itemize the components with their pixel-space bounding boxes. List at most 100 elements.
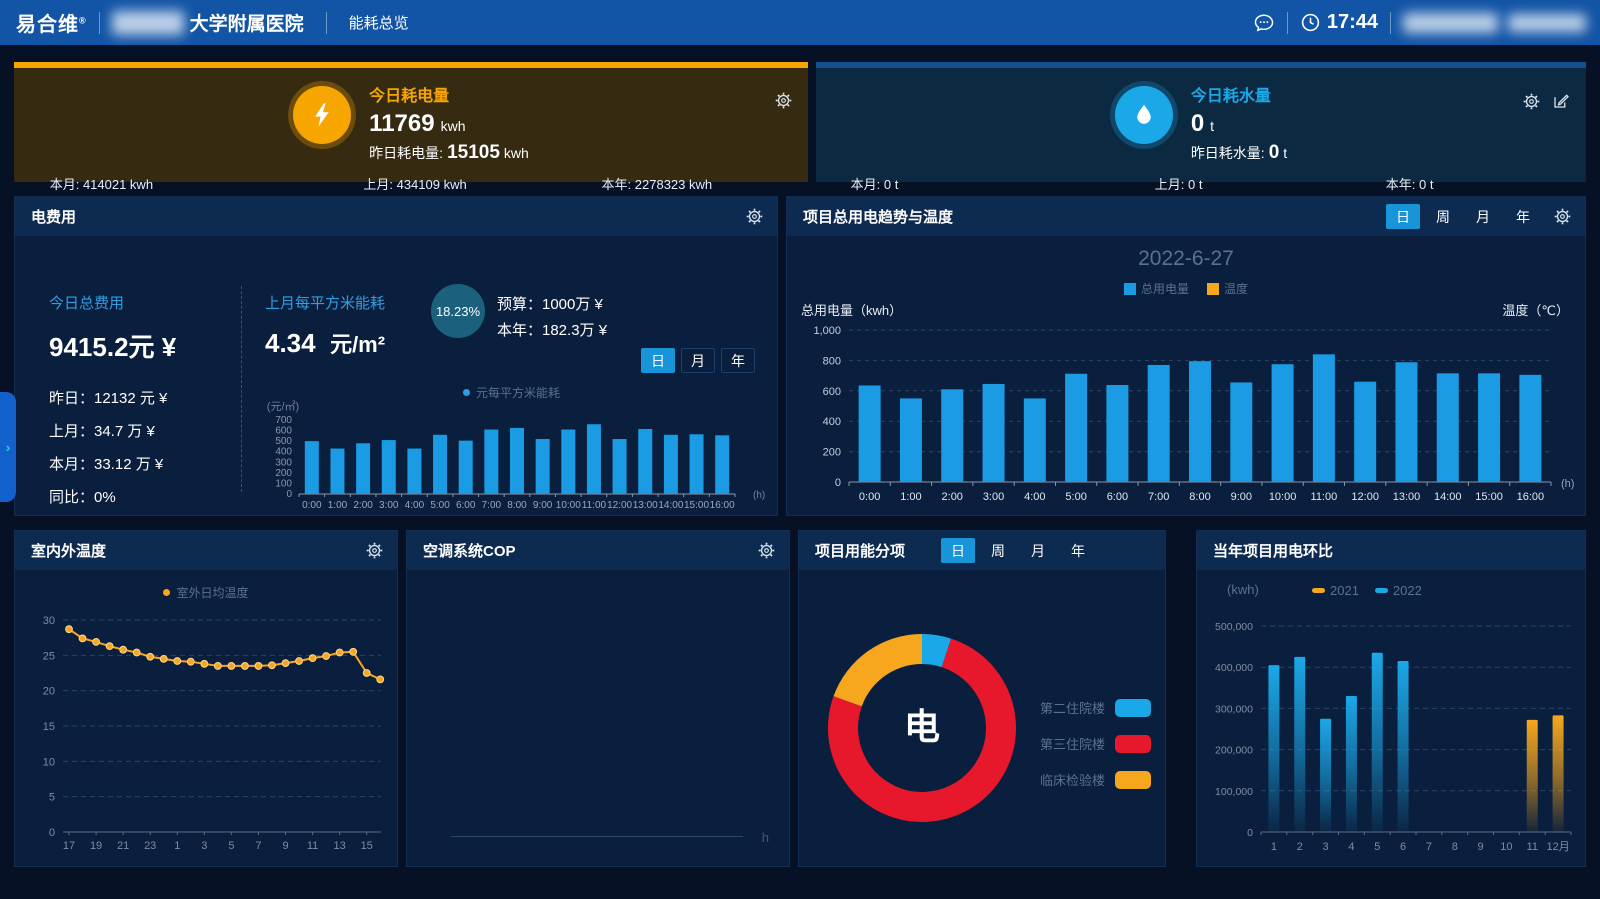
tab-日[interactable]: 日 [641,348,675,373]
svg-text:17: 17 [63,840,75,852]
svg-text:500: 500 [275,436,292,447]
legend-item[interactable]: 2022 [1375,583,1422,598]
svg-text:2:00: 2:00 [942,491,963,503]
panel-title: 当年项目用电环比 [1213,540,1333,561]
reg-mark: ® [79,15,87,25]
legend-dot [163,589,170,596]
svg-text:10:00: 10:00 [556,500,581,511]
tab-周[interactable]: 周 [981,538,1015,563]
legend-item[interactable]: 2021 [1312,583,1359,598]
panel-indoor-outdoor-temperature: 室内外温度 室外日均温度 051015202530171921231357911… [14,530,398,867]
period-stat: 本年: 0 t [1386,174,1434,193]
top-nav: 易合维® 大学附属医院 能耗总览 17:44 [0,0,1600,45]
svg-text:5: 5 [228,840,234,852]
nav-divider [1287,12,1288,34]
svg-text:8:00: 8:00 [1189,491,1210,503]
svg-text:19: 19 [90,840,102,852]
legend-item[interactable]: 温度 [1207,280,1248,297]
user-menu[interactable] [1403,13,1586,33]
cost-detail-row: 同比：0% [49,485,239,510]
svg-text:600: 600 [823,386,841,398]
tab-年[interactable]: 年 [1506,204,1540,229]
tab-周[interactable]: 周 [1426,204,1460,229]
today-cost-label: 今日总费用 [49,292,239,313]
legend-dot [463,389,470,396]
tab-月[interactable]: 月 [1466,204,1500,229]
svg-text:7:00: 7:00 [482,500,502,511]
chevron-right-icon: › [6,440,10,455]
svg-text:1,000: 1,000 [813,325,841,337]
svg-text:8:00: 8:00 [507,500,527,511]
tab-年[interactable]: 年 [1061,538,1095,563]
svg-text:0: 0 [286,489,292,500]
right-axis-caption: 温度（℃） [1502,300,1569,319]
tab-年[interactable]: 年 [721,348,755,373]
legend-item[interactable]: 临床检验楼 [1021,770,1151,789]
svg-text:10: 10 [1500,841,1512,853]
gear-icon[interactable] [366,542,383,559]
legend-item[interactable]: 总用电量 [1124,280,1189,297]
side-drawer-handle[interactable]: › [0,392,16,502]
svg-text:5:00: 5:00 [1065,491,1086,503]
breakdown-legend: 第二住院楼第三住院楼临床检验楼 [1021,698,1151,806]
cost-detail-row: 上月：34.7 万 ¥ [49,419,239,444]
legend-item[interactable]: 第二住院楼 [1021,698,1151,717]
card-title: 今日耗电量 [369,82,529,106]
year-cost-line: 本年：182.3万 ¥ [497,318,607,344]
gear-icon[interactable] [1523,92,1540,110]
svg-text:0:00: 0:00 [302,500,322,511]
svg-text:4:00: 4:00 [405,500,425,511]
svg-text:30: 30 [43,615,55,627]
gear-icon[interactable] [746,208,763,225]
svg-text:600: 600 [275,426,292,437]
svg-text:0: 0 [49,827,55,839]
temperature-legend: 室外日均温度 [15,584,397,601]
clock-icon [1300,12,1321,33]
svg-text:3: 3 [1323,841,1329,853]
nav-menu-energy-overview[interactable]: 能耗总览 [349,12,409,33]
sqm-unit: 元/m² [330,332,385,357]
svg-text:3:00: 3:00 [379,500,399,511]
svg-text:9: 9 [1478,841,1484,853]
gear-icon[interactable] [758,542,775,559]
svg-text:1: 1 [174,840,180,852]
nav-divider [1390,12,1391,34]
cost-detail-rows: 昨日：12132 元 ¥上月：34.7 万 ¥本月：33.12 万 ¥同比：0% [49,386,239,510]
panel-title: 项目用能分项 [815,540,905,561]
message-icon[interactable] [1253,12,1275,34]
svg-text:16:00: 16:00 [710,500,735,511]
brand-logo: 易合维® [16,8,87,37]
card-water-today: 今日耗水量 0t 昨日耗水量:0t 本月: 0 t上月: 0 t本年: 0 t [816,62,1586,182]
tab-月[interactable]: 月 [1021,538,1055,563]
svg-text:6: 6 [1400,841,1406,853]
tab-日[interactable]: 日 [941,538,975,563]
tab-日[interactable]: 日 [1386,204,1420,229]
panel-yoy-power: 当年项目用电环比 (kwh) 20212022 0100,000200,0003… [1196,530,1586,867]
panel-title: 电费用 [31,206,76,227]
budget-line: 预算：1000万 ¥ [497,292,607,318]
svg-text:(h): (h) [1561,478,1574,490]
sqm-value: 4.34 [265,328,316,358]
card-electricity-today: 今日耗电量 11769kwh 昨日耗电量:15105kwh 本月: 414021… [14,62,808,182]
svg-text:0: 0 [1247,827,1253,839]
lightning-icon [293,86,351,144]
tab-月[interactable]: 月 [681,348,715,373]
svg-text:13:00: 13:00 [633,500,658,511]
gear-icon[interactable] [1554,208,1571,225]
trend-tabs: 日周月年 [1386,204,1540,229]
legend-label: 室外日均温度 [176,584,248,601]
svg-text:25: 25 [43,650,55,662]
svg-text:16:00: 16:00 [1517,491,1545,503]
svg-text:15:00: 15:00 [1475,491,1503,503]
legend-item[interactable]: 第三住院楼 [1021,734,1151,753]
period-stat: 上月: 0 t [1155,174,1203,193]
edit-icon[interactable] [1552,92,1570,110]
svg-text:5: 5 [49,792,55,804]
svg-text:5:00: 5:00 [430,500,450,511]
svg-text:4: 4 [1348,841,1354,853]
yesterday-value: 0 [1269,142,1280,163]
trend-legend: 总用电量 温度 [787,280,1585,297]
svg-text:12:00: 12:00 [1351,491,1379,503]
gear-icon[interactable] [775,92,792,109]
svg-text:300,000: 300,000 [1215,703,1253,715]
